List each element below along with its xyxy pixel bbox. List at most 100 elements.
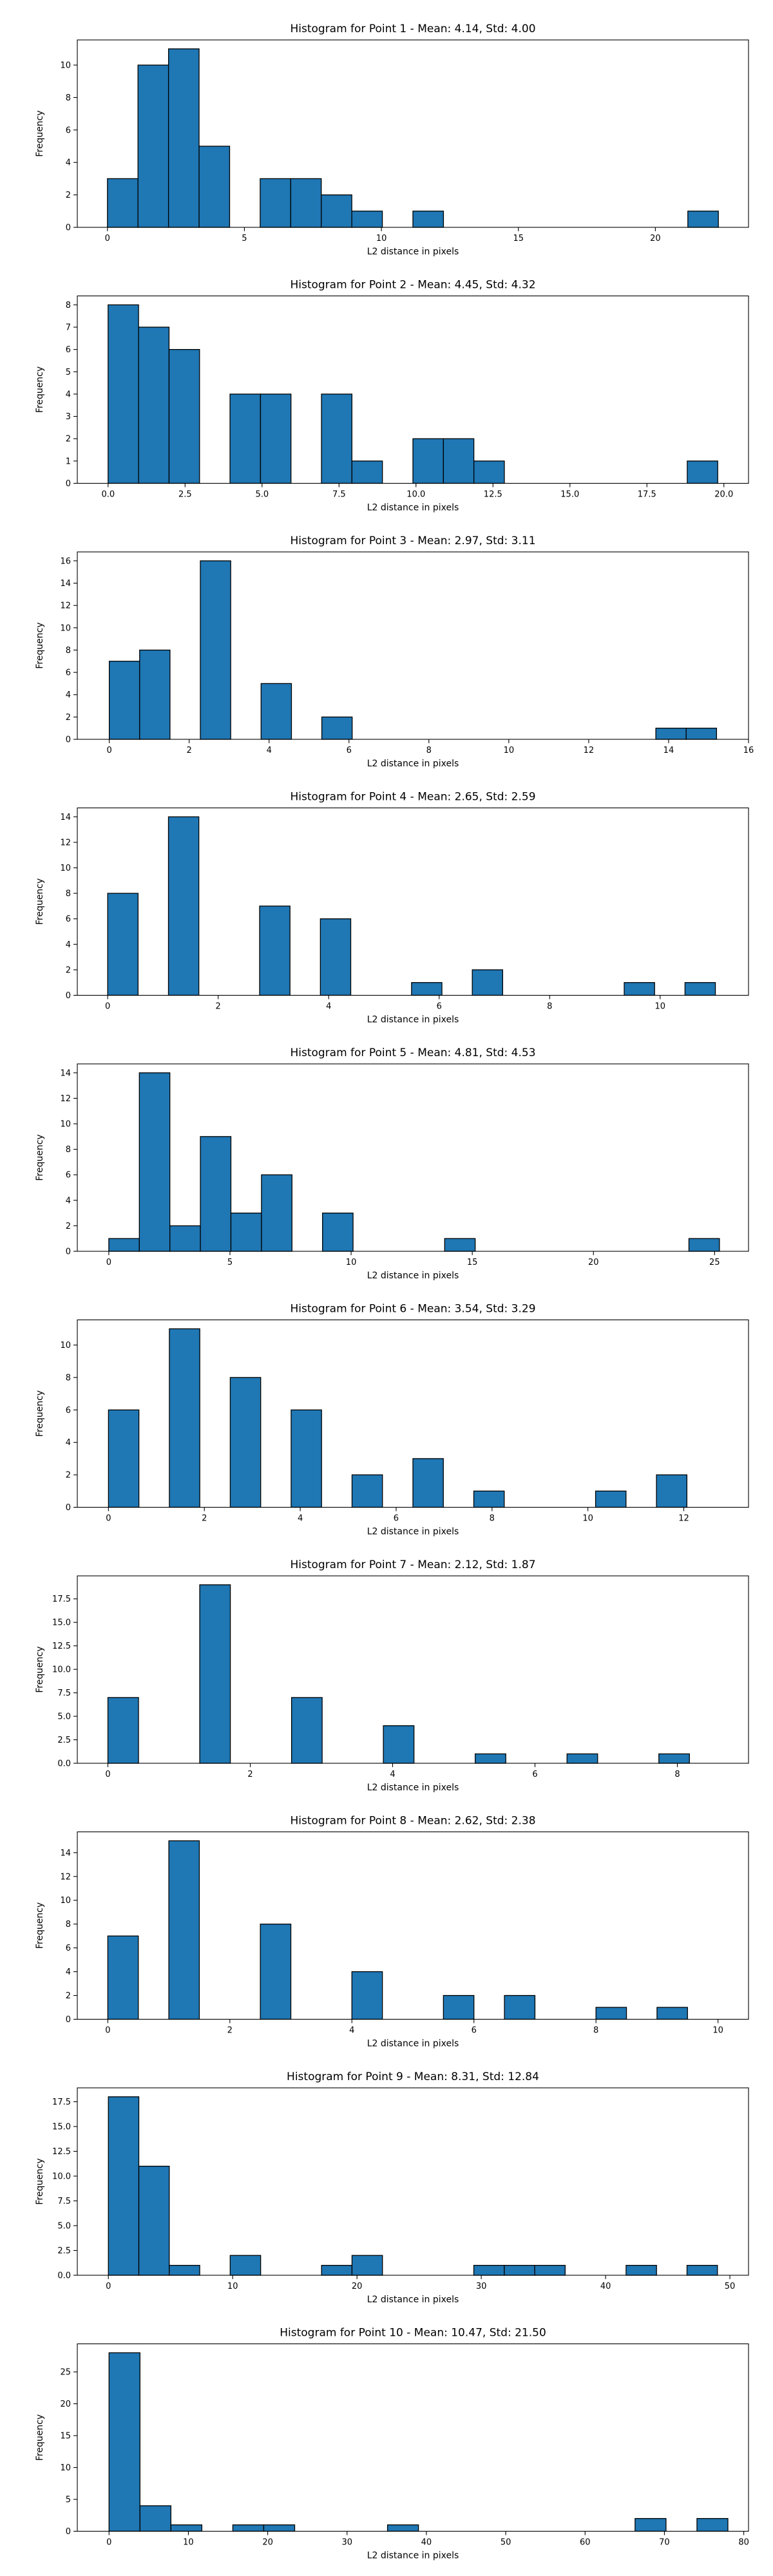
x-tick-label: 2	[247, 1770, 253, 1779]
y-tick-label: 7.5	[57, 1689, 71, 1698]
y-tick-label: 10.0	[52, 2172, 71, 2182]
y-axis-label: Frequency	[35, 2414, 45, 2461]
x-tick-label: 2	[216, 1002, 221, 1012]
histogram-bar	[473, 460, 505, 484]
x-tick-label: 0	[106, 2538, 111, 2548]
y-axis-label: Frequency	[35, 1902, 45, 1949]
x-tick-label: 50	[725, 2282, 736, 2291]
y-tick-label: 2.5	[57, 2246, 71, 2256]
histogram-bar	[107, 893, 138, 996]
x-axis-label: L2 distance in pixels	[367, 247, 459, 257]
histogram-bar	[595, 1490, 627, 1508]
histogram-bar	[229, 393, 262, 484]
histogram-panel-6: Histogram for Point 6 - Mean: 3.54, Std:…	[35, 1303, 749, 1537]
x-tick-label: 10	[376, 234, 387, 243]
histogram-bar	[170, 2524, 203, 2532]
histogram-bar	[107, 1935, 139, 2020]
histogram-bar	[137, 64, 169, 228]
y-tick-label: 14	[60, 1068, 71, 1078]
x-axis-label: L2 distance in pixels	[367, 1271, 459, 1281]
histogram-bar	[229, 1377, 262, 1508]
histogram-bar	[138, 1072, 171, 1252]
y-tick-label: 2	[66, 1471, 71, 1481]
y-tick-label: 0	[66, 2015, 71, 2025]
y-tick-label: 2	[66, 435, 71, 444]
x-tick-label: 80	[738, 2538, 749, 2548]
y-tick-label: 6	[66, 1171, 71, 1180]
x-tick-label: 0	[106, 2282, 111, 2291]
histogram-bar	[230, 1212, 262, 1252]
x-tick-label: 10	[227, 2282, 238, 2291]
x-tick-label: 12	[584, 746, 595, 755]
histogram-bar	[260, 1924, 292, 2020]
y-tick-label: 4	[66, 690, 71, 700]
histogram-bar	[138, 327, 170, 484]
histogram-bar	[472, 969, 504, 996]
y-tick-label: 12	[60, 838, 71, 848]
histogram-bar	[566, 1753, 598, 1764]
histogram-bar	[656, 1474, 688, 1508]
x-tick-label: 8	[426, 746, 432, 755]
chart-title: Histogram for Point 8 - Mean: 2.62, Std:…	[290, 1815, 535, 1828]
y-tick-label: 5	[66, 2496, 71, 2505]
chart-title: Histogram for Point 2 - Mean: 4.45, Std:…	[290, 279, 535, 292]
x-tick-label: 70	[659, 2538, 670, 2548]
plot-frame	[77, 807, 749, 996]
y-tick-label: 4	[66, 940, 71, 950]
y-tick-label: 0	[66, 991, 71, 1001]
y-tick-label: 5.0	[57, 2222, 71, 2231]
x-tick-label: 14	[663, 746, 674, 755]
histogram-bar	[688, 1238, 720, 1252]
x-tick-label: 10	[712, 2026, 723, 2036]
y-tick-label: 8	[66, 1145, 71, 1155]
histogram-bar	[473, 2264, 505, 2276]
histogram-bar	[696, 2518, 729, 2532]
x-tick-label: 4	[267, 746, 272, 755]
histogram-bar	[443, 1994, 475, 2020]
histogram-bar	[138, 2165, 170, 2276]
y-tick-label: 10	[60, 2463, 71, 2473]
histogram-bar	[290, 178, 322, 228]
y-tick-label: 0	[66, 1247, 71, 1257]
x-tick-label: 0	[105, 1770, 110, 1779]
x-tick-label: 0	[106, 1514, 111, 1524]
x-tick-label: 2	[227, 2026, 233, 2036]
y-tick-label: 5.0	[57, 1712, 71, 1722]
y-tick-label: 6	[66, 1406, 71, 1416]
histogram-bar	[351, 460, 383, 484]
y-tick-label: 25	[60, 2368, 71, 2378]
histogram-bar	[291, 1409, 322, 1508]
chart-title: Histogram for Point 3 - Mean: 2.97, Std:…	[290, 535, 535, 547]
x-tick-label: 7.5	[332, 490, 346, 500]
y-tick-label: 14	[60, 579, 71, 589]
y-tick-label: 2	[66, 1991, 71, 2001]
histogram-panel-3: Histogram for Point 3 - Mean: 2.97, Std:…	[35, 535, 754, 769]
y-tick-label: 2	[66, 965, 71, 975]
histogram-bar	[107, 178, 138, 228]
x-tick-label: 10.0	[406, 490, 425, 500]
histogram-bar	[108, 2096, 140, 2276]
y-tick-label: 10	[60, 1896, 71, 1906]
histogram-bar	[108, 304, 139, 484]
histogram-bar	[260, 683, 292, 740]
histogram-bar	[320, 918, 352, 996]
x-tick-label: 10	[582, 1514, 593, 1524]
x-tick-label: 8	[547, 1002, 552, 1012]
x-tick-label: 0	[105, 2026, 110, 2036]
y-tick-label: 6	[66, 1944, 71, 1953]
histogram-bar	[351, 1971, 383, 2020]
histogram-bar	[200, 560, 231, 740]
histogram-bar	[200, 1136, 232, 1252]
x-tick-label: 6	[347, 746, 352, 755]
x-tick-label: 8	[674, 1770, 680, 1779]
histogram-bar	[625, 2264, 657, 2276]
histogram-bar	[351, 1474, 383, 1508]
y-tick-label: 0	[66, 479, 71, 489]
x-tick-label: 5.0	[255, 490, 269, 500]
histogram-bar	[383, 1725, 415, 1764]
histogram-bar	[321, 393, 353, 484]
histogram-bar	[229, 2255, 262, 2276]
histogram-bar	[444, 1238, 476, 1252]
histogram-panel-8: Histogram for Point 8 - Mean: 2.62, Std:…	[35, 1815, 749, 2049]
